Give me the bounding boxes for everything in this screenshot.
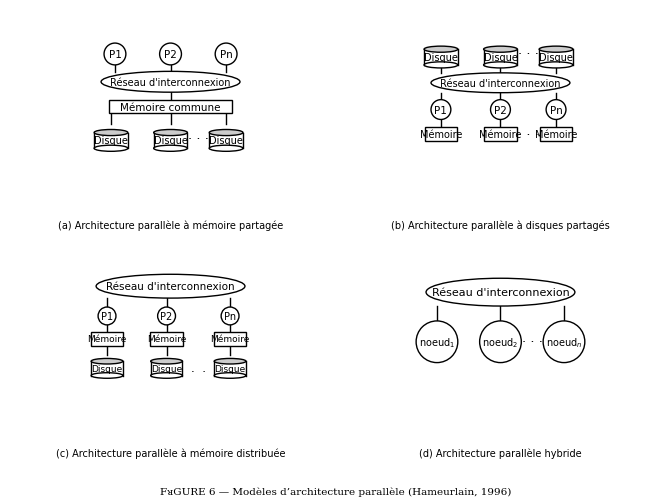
Circle shape	[416, 321, 458, 363]
Text: Mémoire: Mémoire	[211, 335, 250, 344]
Ellipse shape	[214, 373, 246, 379]
Circle shape	[160, 44, 181, 66]
Text: Disque: Disque	[484, 53, 517, 63]
Text: noeud$_1$: noeud$_1$	[419, 335, 455, 349]
Circle shape	[491, 100, 511, 120]
Text: P2: P2	[494, 105, 507, 115]
Text: (d) Architecture parallèle hybride: (d) Architecture parallèle hybride	[419, 448, 582, 458]
Text: Disque: Disque	[215, 364, 246, 373]
Text: · · ·: · · ·	[518, 49, 539, 61]
Ellipse shape	[424, 47, 458, 53]
Text: P1: P1	[435, 105, 448, 115]
Ellipse shape	[154, 146, 187, 152]
Ellipse shape	[154, 130, 187, 136]
Text: Disque: Disque	[151, 364, 183, 373]
Text: Mémoire: Mémoire	[479, 130, 521, 140]
Bar	[94, 133, 128, 149]
Text: P1: P1	[109, 50, 121, 60]
Text: P1: P1	[101, 311, 113, 321]
Text: Réseau d'interconnexion: Réseau d'interconnexion	[440, 79, 561, 89]
Ellipse shape	[214, 359, 246, 364]
Bar	[150, 332, 183, 346]
Ellipse shape	[431, 74, 570, 94]
Bar	[425, 128, 458, 142]
Text: · · ·: · · ·	[518, 129, 539, 142]
Text: Disque: Disque	[154, 136, 187, 146]
Text: noeud$_n$: noeud$_n$	[546, 335, 582, 349]
Circle shape	[480, 321, 521, 363]
Text: (c) Architecture parallèle à mémoire distribuée: (c) Architecture parallèle à mémoire dis…	[56, 448, 285, 458]
Bar	[109, 101, 232, 114]
Text: FᴚGURE 6 — Modèles d’architecture parallèle (Hameurlain, 1996): FᴚGURE 6 — Modèles d’architecture parall…	[160, 486, 511, 496]
Circle shape	[221, 308, 239, 325]
Ellipse shape	[539, 63, 573, 69]
Text: Mémoire: Mémoire	[147, 335, 187, 344]
Text: Pn: Pn	[224, 311, 236, 321]
Text: Mémoire commune: Mémoire commune	[120, 102, 221, 112]
Text: Disque: Disque	[424, 53, 458, 63]
Bar	[484, 50, 517, 66]
Bar	[91, 332, 123, 346]
Circle shape	[431, 100, 451, 120]
Bar	[151, 362, 183, 376]
Ellipse shape	[424, 63, 458, 69]
Bar	[209, 133, 243, 149]
Text: (a) Architecture parallèle à mémoire partagée: (a) Architecture parallèle à mémoire par…	[58, 220, 283, 230]
Ellipse shape	[426, 279, 575, 307]
Text: · · ·: · · ·	[188, 133, 209, 146]
Ellipse shape	[101, 72, 240, 93]
Ellipse shape	[484, 63, 517, 69]
Ellipse shape	[94, 146, 128, 152]
Text: noeud$_2$: noeud$_2$	[482, 335, 519, 349]
Text: Disque: Disque	[94, 136, 128, 146]
Bar	[424, 50, 458, 66]
Text: Réseau d'interconnexion: Réseau d'interconnexion	[110, 78, 231, 88]
Text: Réseau d'interconnexion: Réseau d'interconnexion	[431, 288, 569, 298]
Ellipse shape	[91, 373, 123, 379]
Circle shape	[104, 44, 126, 66]
Circle shape	[98, 308, 116, 325]
Circle shape	[543, 321, 585, 363]
Text: P2: P2	[160, 311, 172, 321]
Text: (b) Architecture parallèle à disques partagés: (b) Architecture parallèle à disques par…	[391, 220, 610, 230]
Text: Mémoire: Mémoire	[420, 130, 462, 140]
Ellipse shape	[94, 130, 128, 136]
Ellipse shape	[96, 275, 245, 299]
Text: P2: P2	[164, 50, 177, 60]
Bar	[154, 133, 187, 149]
Text: · · ·: · · ·	[522, 336, 543, 349]
Ellipse shape	[151, 373, 183, 379]
Bar	[484, 128, 517, 142]
Text: Disque: Disque	[91, 364, 123, 373]
Bar	[214, 362, 246, 376]
Text: Disque: Disque	[539, 53, 573, 63]
Text: Disque: Disque	[209, 136, 243, 146]
Circle shape	[158, 308, 176, 325]
Ellipse shape	[484, 47, 517, 53]
Text: Mémoire: Mémoire	[87, 335, 127, 344]
Text: Pn: Pn	[550, 105, 562, 115]
Text: ·  ·: · ·	[191, 365, 206, 378]
Ellipse shape	[539, 47, 573, 53]
Ellipse shape	[209, 130, 243, 136]
Bar	[213, 332, 246, 346]
Bar	[91, 362, 123, 376]
Circle shape	[546, 100, 566, 120]
Text: Réseau d'interconnexion: Réseau d'interconnexion	[106, 282, 235, 292]
Text: Mémoire: Mémoire	[535, 130, 577, 140]
Ellipse shape	[209, 146, 243, 152]
Ellipse shape	[151, 359, 183, 364]
Ellipse shape	[91, 359, 123, 364]
Circle shape	[215, 44, 237, 66]
Bar	[539, 50, 573, 66]
Text: Pn: Pn	[219, 50, 232, 60]
Bar	[539, 128, 572, 142]
